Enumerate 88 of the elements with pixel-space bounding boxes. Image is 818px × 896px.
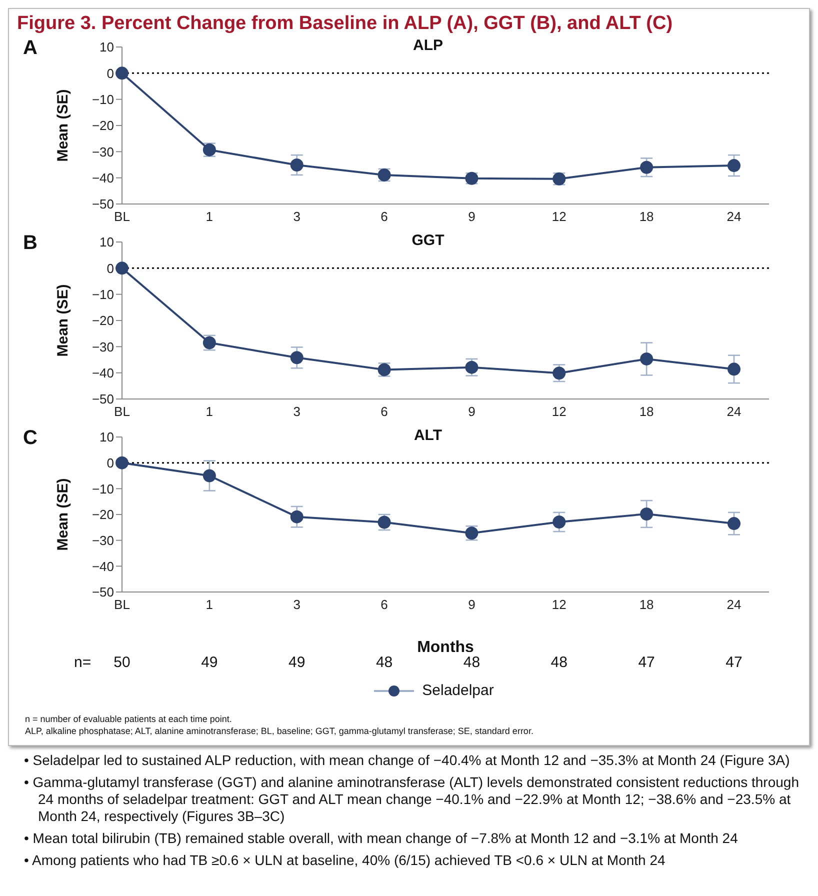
x-tick-label: 3 xyxy=(293,209,300,224)
y-tick-label: −40 xyxy=(92,365,114,380)
text: A xyxy=(23,37,38,60)
y-tick-label: −30 xyxy=(92,144,114,160)
point xyxy=(116,262,128,275)
x-tick-label: 9 xyxy=(468,209,476,224)
x-tick-label: 1 xyxy=(206,209,214,224)
point xyxy=(116,66,128,80)
point xyxy=(728,362,740,376)
y-tick-label: −20 xyxy=(92,507,114,522)
point xyxy=(290,351,304,364)
x-tick-label: 3 xyxy=(293,597,300,612)
y-tick-label: −10 xyxy=(92,92,114,107)
text: n = number of evaluable patients at each time point. xyxy=(25,713,233,725)
point xyxy=(552,515,566,528)
y-tick-label: 0 xyxy=(106,66,114,81)
x-axis-title: Months xyxy=(417,639,474,656)
text: • Among patients who had TB ≥0.6 × ULN at baseline, 40% (6/15) achieved TB <0.6 × ULN at Month 24 xyxy=(24,852,666,869)
legend-label: Seladelpar xyxy=(422,682,494,699)
point xyxy=(640,507,654,520)
x-tick-label: 6 xyxy=(380,597,388,612)
x-tick-label: 3 xyxy=(293,404,300,420)
text: n= xyxy=(74,654,92,671)
text: • Gamma-glutamyl transferase (GGT) and alanine aminotransferase (ALT) levels demonstrated consistent reductions through 24 months of seladelpar treatment: GGT and ALT mean change −40.1% and −22.9% at Month 12; −38.6% and −23.5% at Month 24, respectively (Figures 3B–3C) xyxy=(24,774,800,825)
y-axis-title: Mean (SE) xyxy=(54,284,72,357)
text: • Mean total bilirubin (TB) remained stable overall, with mean change of −7.8% at Month 12 and −3.1% at Month 24 xyxy=(24,830,739,847)
text: ALP, alkaline phosphatase; ALT, alanine aminotransferase; BL, baseline; GGT, gamma-glutamyl transferase; SE, standard error. xyxy=(25,725,534,737)
chart-title: GGT xyxy=(410,232,446,249)
text: C xyxy=(23,427,38,450)
y-tick-label: −50 xyxy=(92,584,114,600)
x-tick-label: BL xyxy=(114,404,130,420)
text: 48 xyxy=(374,654,394,671)
point xyxy=(202,469,216,482)
text: • Seladelpar led to sustained ALP reduction, with mean change of −40.4% at Month 12 and −35.3% at Month 24 (Figure 3A) xyxy=(24,752,791,769)
y-tick-label: 0 xyxy=(106,260,114,276)
y-tick-label: 10 xyxy=(100,40,114,55)
y-tick-label: −10 xyxy=(92,286,114,302)
point xyxy=(465,360,478,374)
x-tick-label: 18 xyxy=(639,209,654,224)
y-axis-title: Mean (SE) xyxy=(54,89,72,162)
point xyxy=(640,352,654,366)
y-tick-label: 10 xyxy=(100,430,114,445)
chart-title: ALT xyxy=(412,427,444,444)
x-tick-label: 24 xyxy=(726,404,742,420)
x-tick-label: 1 xyxy=(206,404,214,420)
x-tick-label: 6 xyxy=(380,404,388,420)
point xyxy=(116,456,128,470)
text: B xyxy=(23,232,38,255)
point xyxy=(728,517,740,530)
x-tick-label: 9 xyxy=(468,597,476,612)
text: 50 xyxy=(112,654,132,671)
y-tick-label: 10 xyxy=(100,234,114,250)
y-tick-label: −30 xyxy=(92,532,114,548)
y-tick-label: −20 xyxy=(92,118,114,134)
x-tick-label: 12 xyxy=(552,209,566,224)
x-tick-label: 18 xyxy=(639,404,654,420)
x-tick-label: 12 xyxy=(552,404,566,420)
y-tick-label: −40 xyxy=(92,170,114,186)
y-tick-label: −40 xyxy=(92,558,114,574)
y-tick-label: −20 xyxy=(92,313,114,328)
point xyxy=(290,158,304,172)
x-tick-label: 9 xyxy=(468,404,476,420)
y-axis-title: Mean (SE) xyxy=(54,478,72,551)
point xyxy=(290,510,304,524)
y-tick-label: −30 xyxy=(92,339,114,354)
x-tick-label: BL xyxy=(114,597,130,612)
text: 49 xyxy=(288,654,306,671)
x-tick-label: BL xyxy=(114,209,130,224)
text: 47 xyxy=(637,654,656,671)
x-tick-label: 1 xyxy=(206,597,214,612)
x-tick-label: 24 xyxy=(726,597,742,612)
text: 48 xyxy=(462,654,482,671)
text: 49 xyxy=(200,654,219,671)
y-tick-label: −50 xyxy=(92,196,114,212)
chart-title: ALP xyxy=(412,37,444,54)
y-tick-label: 0 xyxy=(106,455,114,470)
caption: Figure 3. Percent Change from Baseline in ALP (A), GGT (B), and ALT (C) xyxy=(16,12,674,36)
x-tick-label: 6 xyxy=(380,209,388,224)
point xyxy=(728,159,740,172)
x-tick-label: 24 xyxy=(726,209,742,224)
point xyxy=(552,366,566,380)
x-tick-label: 18 xyxy=(639,597,654,612)
y-tick-label: −50 xyxy=(92,392,114,407)
point xyxy=(640,160,654,174)
y-tick-label: −10 xyxy=(92,481,114,496)
text: 48 xyxy=(550,654,568,671)
text: 47 xyxy=(724,654,744,671)
x-tick-label: 12 xyxy=(552,597,566,612)
